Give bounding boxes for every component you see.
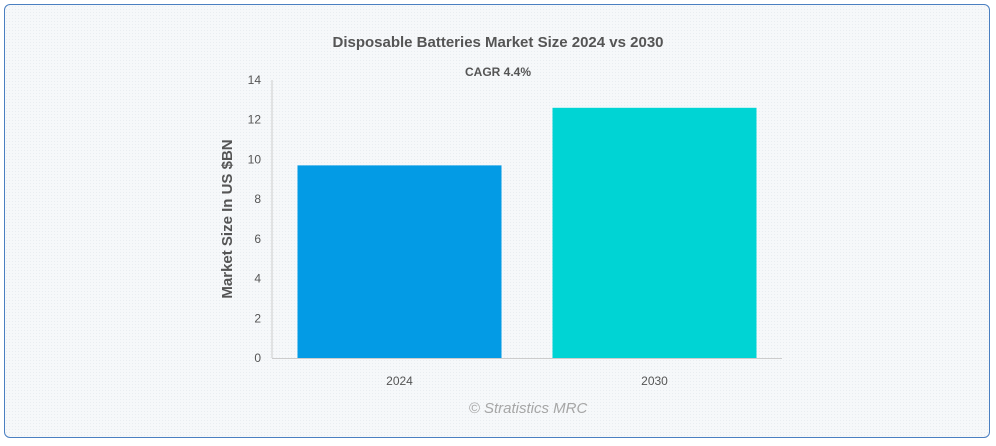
y-axis-label: Market Size In US $BN <box>219 139 236 298</box>
y-tick-label: 4 <box>254 272 261 286</box>
chart-title: Disposable Batteries Market Size 2024 vs… <box>332 34 663 51</box>
y-axis-ticks: 0 2 4 6 8 10 12 14 <box>248 73 262 365</box>
x-axis-ticks: 2024 2030 <box>386 374 668 388</box>
chart-subtitle: CAGR 4.4% <box>465 65 531 79</box>
y-tick-label: 12 <box>248 113 262 127</box>
x-tick-label: 2030 <box>641 374 668 388</box>
credit-text: © Stratistics MRC <box>469 400 588 417</box>
x-tick-label: 2024 <box>386 374 413 388</box>
y-tick-label: 0 <box>254 351 261 365</box>
bars <box>297 107 757 358</box>
bar-2024 <box>297 165 502 358</box>
bar-2030 <box>552 107 757 358</box>
y-tick-label: 14 <box>248 73 262 87</box>
y-tick-label: 8 <box>254 192 261 206</box>
y-tick-label: 6 <box>254 232 261 246</box>
y-tick-label: 2 <box>254 311 261 325</box>
y-tick-label: 10 <box>248 152 262 166</box>
